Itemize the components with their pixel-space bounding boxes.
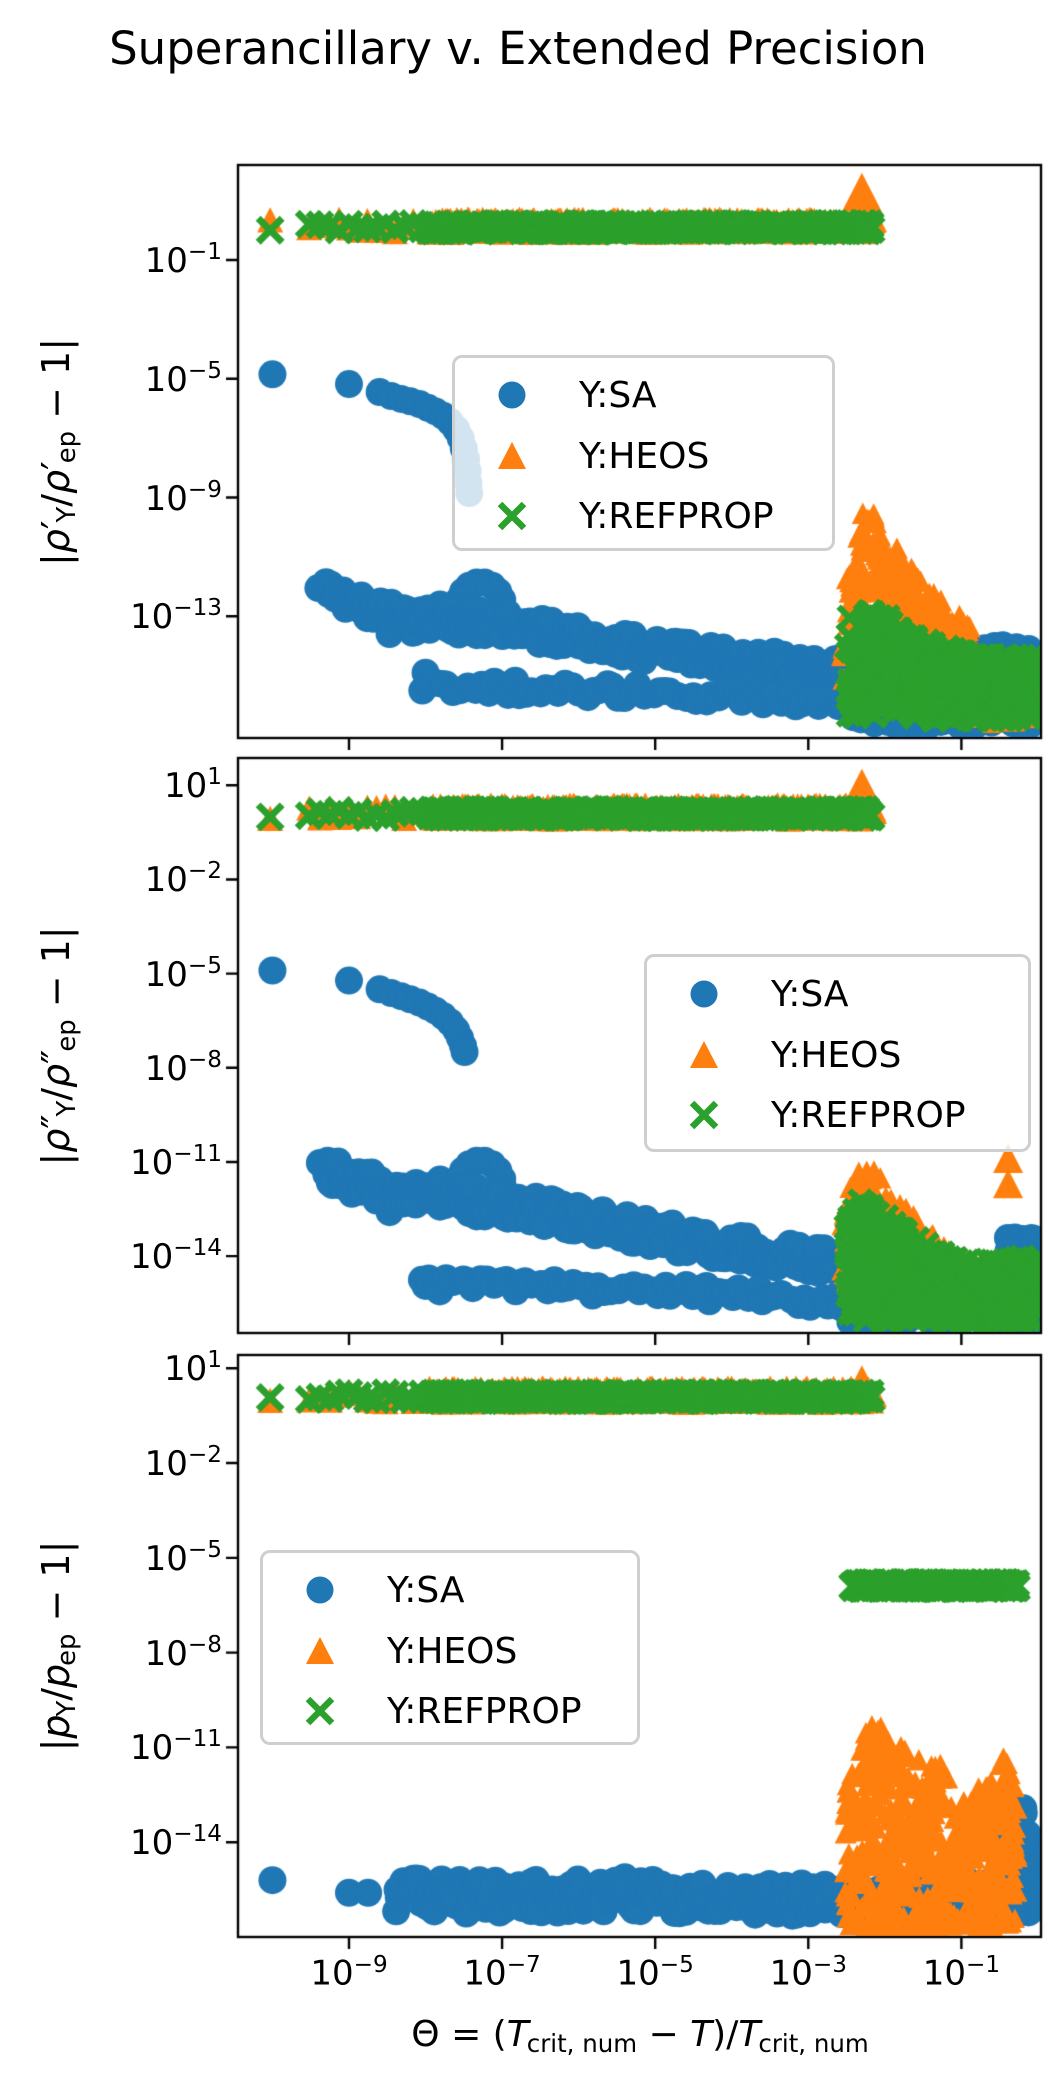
legend-row-y-refprop: Y:REFPROP [647,1094,966,1136]
legend-row-y-heos: Y:HEOS [647,1034,902,1076]
legend-subplot3: Y:SA Y:HEOS Y:REFPROP [260,1550,640,1745]
y-tick-label: 10−5 [144,1536,222,1579]
label-segment: ep [52,430,83,463]
label-segment: − 1| [33,337,78,431]
legend-row-y-heos: Y:HEOS [263,1630,518,1672]
y-tick-label: 10−2 [144,858,222,901]
y-tick-label: 10−11 [129,1141,222,1183]
label-segment: ρ [33,1128,78,1153]
legend-label: Y:HEOS [387,1630,518,1672]
legend-row-y-refprop: Y:REFPROP [455,495,774,537]
y-tick-label: 101 [164,764,222,807]
legend-row-y-sa: Y:SA [647,973,849,1015]
label-segment: − 1| [33,1540,78,1634]
y-tick-label: 101 [164,1347,222,1390]
label-segment: crit, num [758,2029,869,2059]
label-segment: Y [52,1100,83,1117]
x-tick-label: 10−3 [769,1952,847,1994]
y-tick-label: 10−9 [144,476,222,519]
label-segment: T [506,2014,529,2055]
legend-label: Y:REFPROP [387,1690,582,1732]
x-tick-label: 10−7 [463,1952,541,1994]
circle-marker-icon [687,978,721,1010]
x-marker-icon [303,1695,337,1727]
label-segment: Θ = ( [411,2014,507,2055]
label-segment: / [33,1087,78,1101]
label-segment: p [33,1663,78,1688]
label-segment: Y [52,1700,83,1717]
y-tick-label: 10−2 [144,1442,222,1484]
ylabel-pressure: |pY/pep − 1| [34,1541,82,1752]
legend-label: Y:SA [387,1569,465,1611]
label-segment: )/ [712,2014,739,2055]
label-segment: | [33,1738,78,1752]
y-tick-label: 10−8 [144,1631,222,1674]
legend-row-y-heos: Y:HEOS [455,435,710,477]
y-tick-label: 10−1 [144,239,222,281]
x-marker-icon [687,1099,721,1131]
x-tick-label: 10−9 [310,1952,388,1994]
label-segment: ρ [33,1063,78,1088]
label-segment: ep [52,1633,83,1666]
x-marker-icon [495,500,529,532]
y-tick-label: 10−5 [144,357,222,400]
legend-subplot1: Y:SA Y:HEOS Y:REFPROP [452,355,835,551]
label-segment: | [33,1152,78,1166]
label-segment: crit, num [526,2029,638,2059]
label-segment: − 1| [33,925,78,1019]
legend-row-y-sa: Y:SA [455,374,657,416]
legend-subplot2: Y:SA Y:HEOS Y:REFPROP [644,954,1031,1152]
ylabel-rho-vapor: |ρ″Y/ρ″ep − 1| [34,926,82,1165]
label-segment: / [33,1687,78,1701]
label-segment: ρ [33,528,78,553]
label-segment: − [637,2014,691,2055]
y-tick-label: 10−14 [129,1235,222,1277]
legend-label: Y:HEOS [579,435,710,477]
label-segment: ρ [33,469,78,494]
label-segment: / [33,493,78,507]
circle-marker-icon [495,379,529,411]
xlabel-theta: Θ = (Tcrit, num − T)/Tcrit, num [411,2014,868,2058]
x-tick-label: 10−5 [616,1952,694,1994]
y-tick-label: 10−8 [144,1046,222,1089]
label-segment: ep [52,1018,83,1052]
triangle-marker-icon [303,1635,337,1667]
circle-marker-icon [303,1574,337,1606]
triangle-marker-icon [687,1039,721,1071]
legend-label: Y:SA [579,374,657,416]
legend-label: Y:REFPROP [771,1094,966,1136]
label-segment: | [33,552,78,566]
figure-title: Superancillary v. Extended Precision [109,22,927,75]
label-segment: p [33,1714,78,1739]
y-tick-label: 10−14 [129,1821,222,1864]
label-segment: Y [52,506,83,523]
legend-label: Y:REFPROP [579,495,774,537]
label-segment: T [738,2014,761,2055]
legend-row-y-sa: Y:SA [263,1569,465,1611]
triangle-marker-icon [495,440,529,472]
legend-row-y-refprop: Y:REFPROP [263,1690,582,1732]
ylabel-rho-liquid: |ρ′Y/ρ′ep − 1| [34,337,82,565]
label-segment: T [690,2014,713,2055]
legend-label: Y:SA [771,973,849,1015]
legend-label: Y:HEOS [771,1034,902,1076]
x-tick-label: 10−1 [922,1952,1001,1994]
y-tick-label: 10−5 [144,952,222,995]
y-tick-label: 10−11 [129,1726,222,1769]
y-tick-label: 10−13 [129,595,222,638]
